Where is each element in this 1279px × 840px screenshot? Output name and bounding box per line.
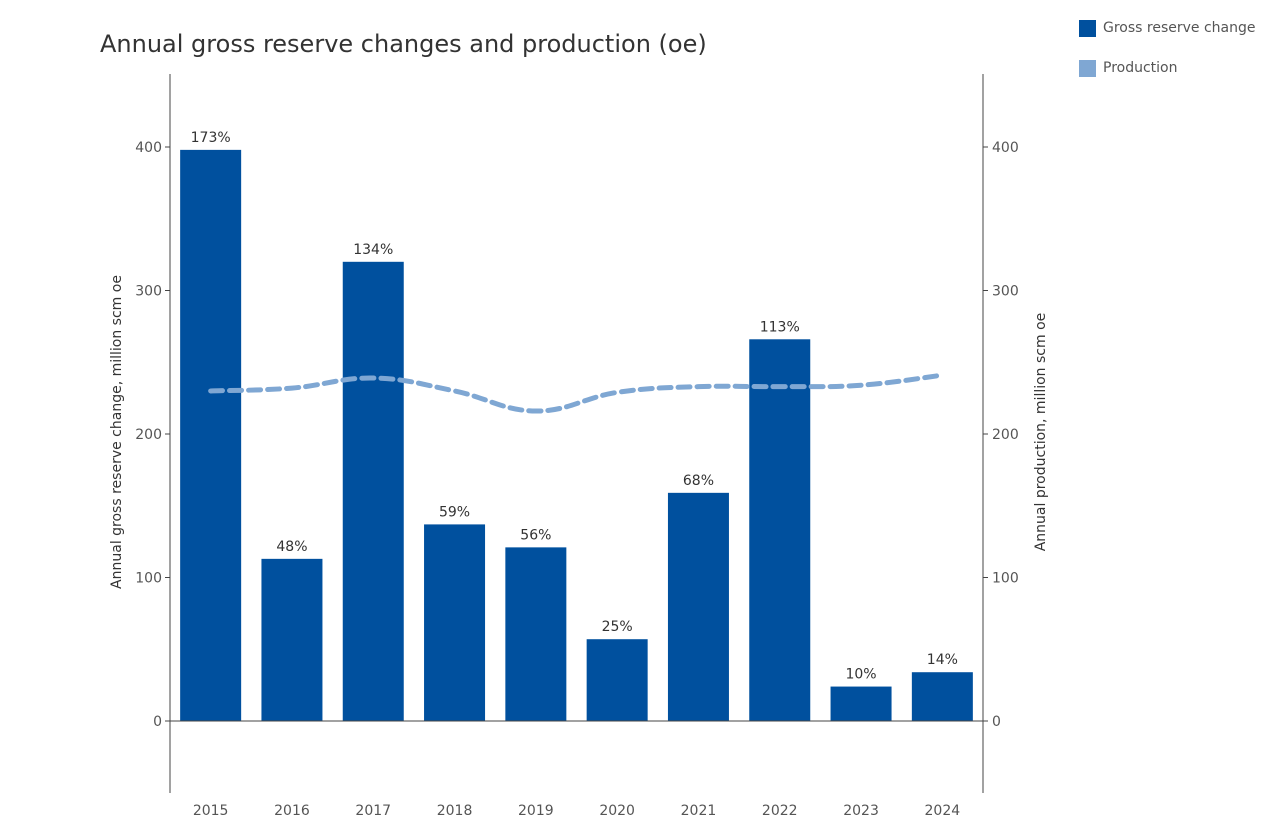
bars-group	[180, 149, 973, 721]
x-tick-label-2017: 2017	[355, 803, 391, 819]
bar-2018[interactable]	[424, 524, 486, 721]
y-tick-label-left-0: 0	[153, 714, 162, 730]
bar-label-2021: 68%	[683, 473, 714, 489]
x-tick-label-2024: 2024	[925, 803, 961, 819]
chart-title: Annual gross reserve changes and product…	[100, 30, 707, 58]
x-tick-label-2022: 2022	[762, 803, 798, 819]
x-tick-label-2023: 2023	[843, 803, 879, 819]
y-tick-label-left-100: 100	[135, 571, 162, 587]
bar-label-2018: 59%	[439, 504, 470, 520]
bar-label-2022: 113%	[760, 319, 800, 335]
y-tick-label-left-300: 300	[135, 284, 162, 300]
legend-item-gross-reserve-change[interactable]: Gross reserve change	[1079, 18, 1256, 38]
bar-2024[interactable]	[911, 672, 973, 721]
bar-2015[interactable]	[180, 149, 242, 721]
bar-label-2020: 25%	[602, 619, 633, 635]
y-tick-label-left-200: 200	[135, 427, 162, 443]
production-line-group	[208, 372, 945, 414]
axes-group: 0 0 100 100 200 200 300 300 400 400 2015 2016 2017 20…	[109, 74, 1049, 819]
y-tick-label-right-400: 400	[992, 140, 1019, 156]
x-tick-label-2019: 2019	[518, 803, 554, 819]
bar-label-2017: 134%	[353, 242, 393, 258]
legend-item-production[interactable]: Production	[1079, 58, 1256, 78]
legend: Gross reserve change Production	[1079, 18, 1256, 98]
bar-2020[interactable]	[586, 639, 648, 721]
bar-label-2015: 173%	[191, 130, 231, 146]
x-tick-label-2021: 2021	[681, 803, 717, 819]
x-tick-label-2020: 2020	[599, 803, 635, 819]
production-line[interactable]	[208, 372, 945, 414]
legend-label-production: Production	[1103, 60, 1178, 76]
y-axis-label-right: Annual production, million scm oe	[1033, 313, 1049, 552]
x-tick-label-2015: 2015	[193, 803, 229, 819]
bar-label-2016: 48%	[276, 539, 307, 555]
y-tick-label-right-100: 100	[992, 571, 1019, 587]
y-tick-label-right-200: 200	[992, 427, 1019, 443]
y-tick-label-left-400: 400	[135, 140, 162, 156]
bar-2021[interactable]	[667, 492, 729, 721]
legend-swatch-production	[1079, 59, 1096, 77]
bar-label-2019: 56%	[520, 527, 551, 543]
bar-label-2024: 14%	[927, 652, 958, 668]
x-tick-label-2018: 2018	[437, 803, 473, 819]
bar-labels-group: 173% 48% 134% 59% 56% 25% 68% 113% 10% 14%	[191, 130, 958, 683]
bar-2019[interactable]	[505, 547, 567, 721]
legend-label-gross-reserve-change: Gross reserve change	[1103, 20, 1256, 36]
x-tick-label-2016: 2016	[274, 803, 310, 819]
y-tick-label-right-300: 300	[992, 284, 1019, 300]
bar-label-2023: 10%	[845, 667, 876, 683]
y-axis-label-left: Annual gross reserve change, million scm…	[109, 275, 125, 589]
bar-2016[interactable]	[261, 558, 323, 721]
bar-2023[interactable]	[830, 686, 892, 721]
bar-2017[interactable]	[342, 261, 404, 721]
bar-2022[interactable]	[749, 339, 811, 721]
legend-swatch-gross-reserve-change	[1079, 19, 1096, 37]
y-tick-label-right-0: 0	[992, 714, 1001, 730]
